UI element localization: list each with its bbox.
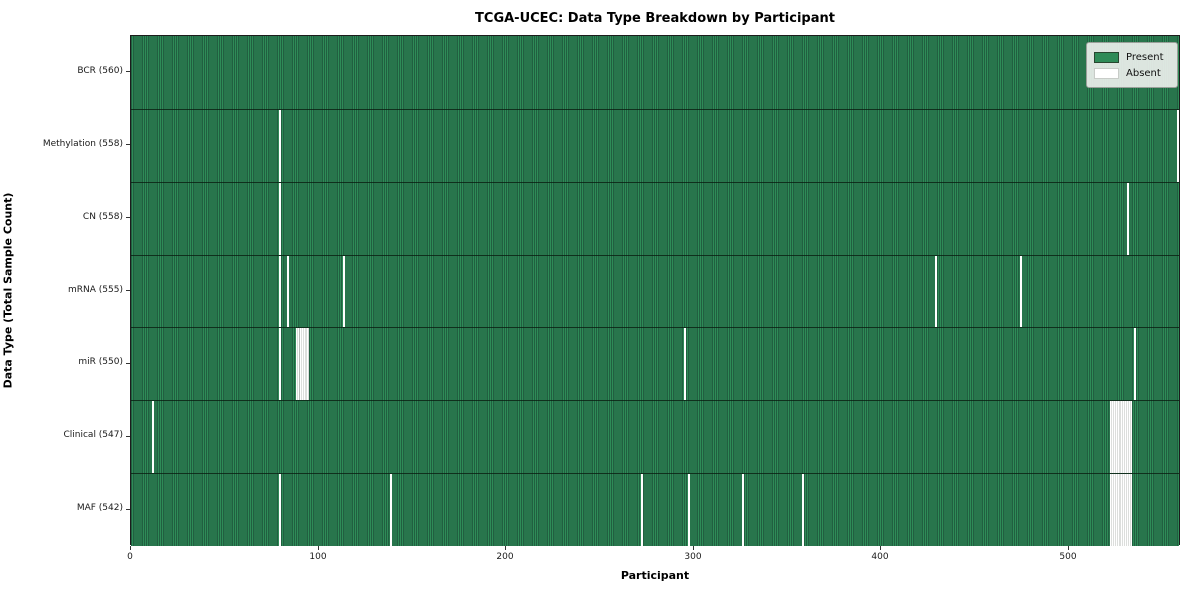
absent-stripe-Clinical-11 [151, 401, 154, 473]
legend-present-label: Present [1126, 51, 1164, 63]
y-tick-label-Clinical: Clinical (547) [63, 430, 123, 440]
legend-absent-label: Absent [1126, 67, 1161, 79]
chart-title: TCGA-UCEC: Data Type Breakdown by Partic… [475, 11, 835, 26]
absent-stripe-MAF-522 [1109, 474, 1133, 546]
absent-stripe-miR-535 [1134, 328, 1136, 400]
y-tick-mark [126, 217, 130, 218]
absent-stripe-CN-531 [1126, 183, 1129, 255]
y-tick-label-MAF: MAF (542) [76, 503, 123, 513]
x-tick-label-0: 0 [127, 552, 133, 562]
x-tick-label-100: 100 [309, 552, 327, 562]
y-tick-mark [126, 436, 130, 437]
absent-stripe-MAF-138 [389, 474, 392, 546]
y-tick-label-BCR: BCR (560) [77, 66, 123, 76]
y-tick-label-miR: miR (550) [78, 357, 123, 367]
absent-stripe-mRNA-474 [1019, 256, 1022, 327]
y-tick-label-CN: CN (558) [82, 212, 123, 222]
absent-stripe-MAF-326 [742, 474, 745, 546]
x-tick-mark [318, 546, 319, 550]
heatmap-row-MAF [131, 473, 1179, 546]
heatmap-row-Methylation [131, 109, 1179, 182]
absent-stripe-mRNA-79 [279, 256, 281, 327]
absent-stripe-MAF-358 [802, 474, 805, 546]
y-tick-mark [126, 144, 130, 145]
absent-stripe-miR-79 [279, 328, 281, 400]
x-tick-mark [693, 546, 694, 550]
x-tick-label-500: 500 [1059, 552, 1077, 562]
x-tick-mark [880, 546, 881, 550]
absent-stripe-mRNA-429 [935, 256, 938, 327]
absent-stripe-mRNA-113 [342, 256, 345, 327]
y-tick-mark [126, 290, 130, 291]
heatmap-row-CN [131, 182, 1179, 255]
absent-stripe-MAF-297 [687, 474, 690, 546]
y-tick-mark [126, 509, 130, 510]
y-axis-label: Data Type (Total Sample Count) [1, 192, 15, 389]
legend-entry-absent: Absent [1094, 65, 1169, 81]
y-tick-mark [126, 363, 130, 364]
y-tick-mark [126, 71, 130, 72]
x-tick-mark [1068, 546, 1069, 550]
x-tick-label-400: 400 [871, 552, 889, 562]
x-tick-label-300: 300 [684, 552, 702, 562]
heatmap-row-mRNA [131, 255, 1179, 327]
legend: Present Absent [1086, 42, 1178, 88]
absent-stripe-miR-88 [296, 328, 310, 400]
x-tick-mark [130, 546, 131, 550]
heatmap-row-Clinical [131, 400, 1179, 473]
legend-entry-present: Present [1094, 49, 1169, 65]
absent-stripe-mRNA-83 [286, 256, 289, 327]
absent-stripe-Methylation-79 [279, 110, 281, 182]
absent-stripe-MAF-272 [641, 474, 643, 546]
absent-stripe-Clinical-522 [1109, 401, 1133, 473]
present-swatch-icon [1094, 51, 1119, 63]
absent-stripe-MAF-79 [279, 474, 281, 546]
y-tick-label-mRNA: mRNA (555) [68, 285, 123, 295]
absent-stripe-CN-79 [279, 183, 281, 255]
absent-swatch-icon [1094, 67, 1119, 79]
absent-stripe-Methylation-558 [1177, 110, 1179, 182]
x-tick-label-200: 200 [496, 552, 514, 562]
heatmap-plot-area [130, 35, 1180, 546]
heatmap-row-BCR [131, 36, 1179, 109]
heatmap-row-miR [131, 327, 1179, 400]
x-tick-mark [505, 546, 506, 550]
y-tick-label-Methylation: Methylation (558) [42, 139, 123, 149]
x-axis-label: Participant [620, 569, 690, 582]
absent-stripe-miR-295 [684, 328, 686, 400]
